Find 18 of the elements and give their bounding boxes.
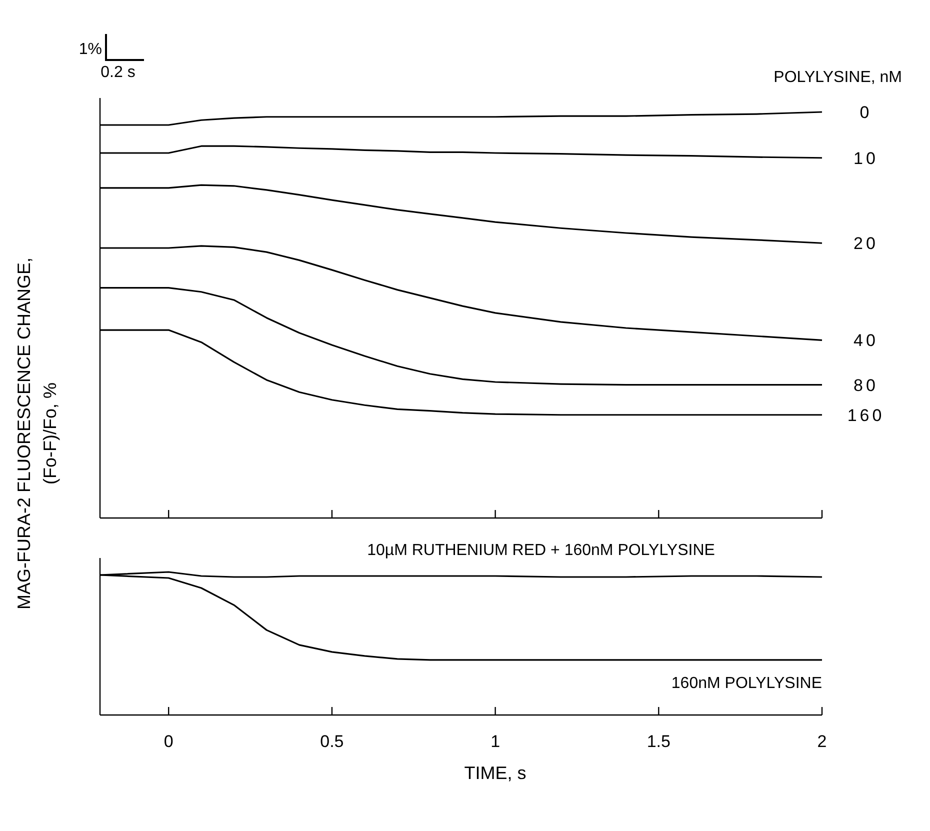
x-tick-label: 0 [164,732,174,751]
x-axis-title: TIME, s [464,763,526,783]
series-label: 40 [854,331,878,350]
y-axis-title: MAG-FURA-2 FLUORESCENCE CHANGE, (Fo-F)/Fo, % [14,257,60,610]
text: 0.2 s [100,64,136,81]
series-label: 160 [847,406,885,425]
series-label: 10 [854,148,878,168]
series-label: 160nM POLYLYSINE [671,674,822,692]
text: 1% [78,41,102,58]
series-label: 10µM RUTHENIUM RED + 160nM POLYLYSINE [367,542,715,560]
x-tick-label: 0.5 [320,732,344,751]
series-label: 20 [854,234,878,254]
x-tick-label: 2 [817,732,827,751]
legend-title: POLYLYSINE, nM [774,69,902,86]
series-label: 80 [854,376,878,395]
x-tick-label: 1.5 [646,732,670,751]
x-tick-label: 1 [490,732,500,751]
text: 0 [860,103,872,122]
